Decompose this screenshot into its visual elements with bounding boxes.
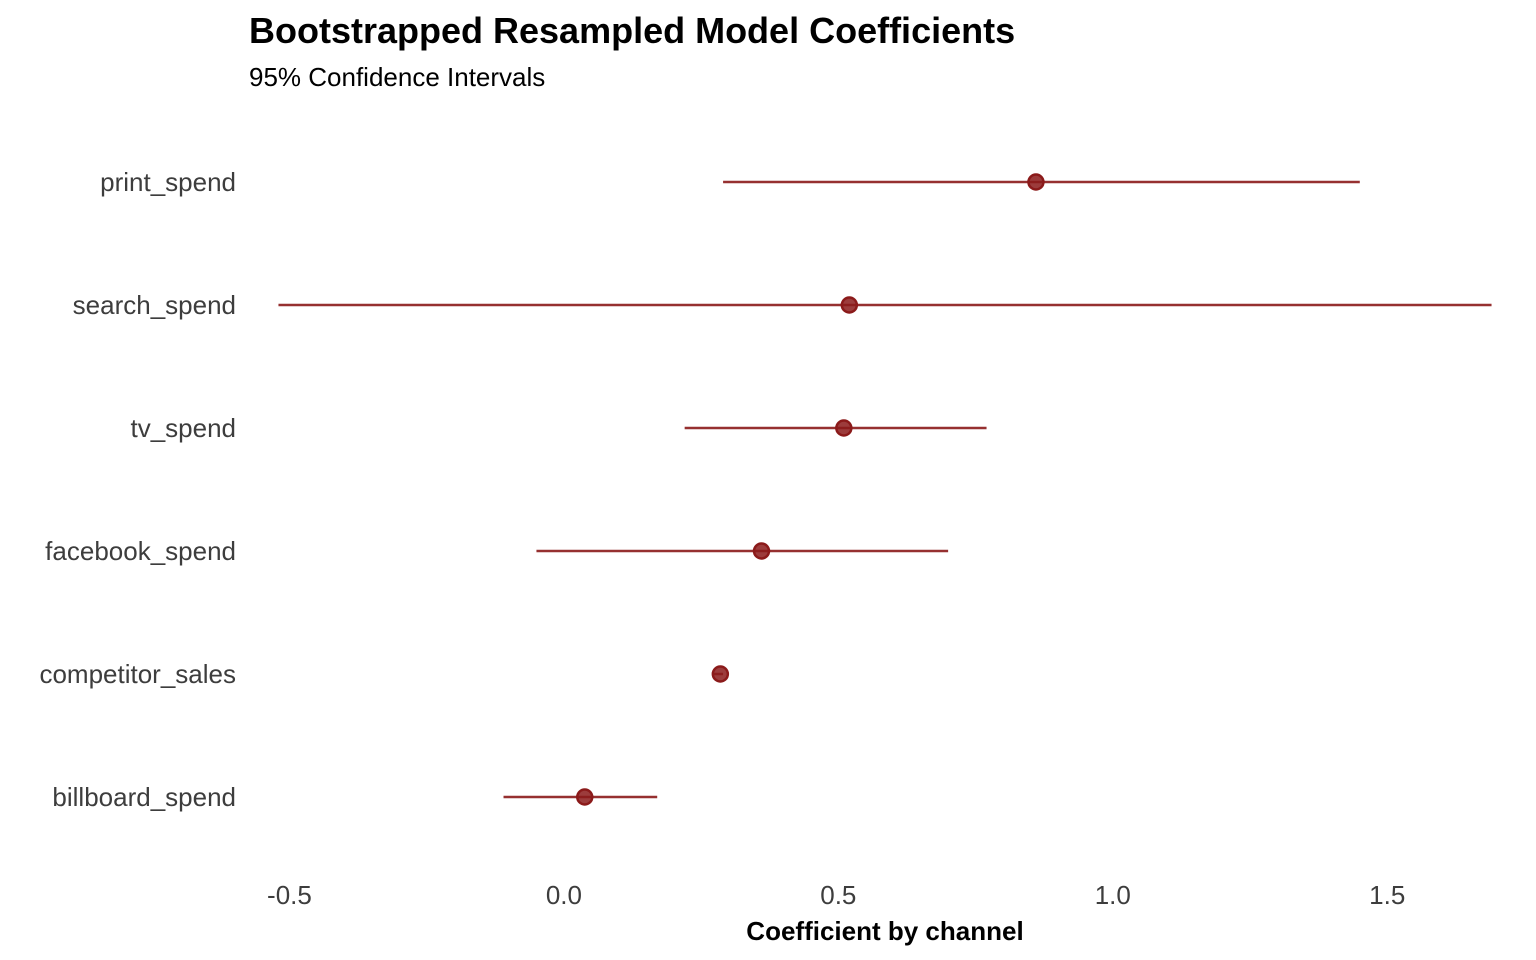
y-tick-label-competitor_sales: competitor_sales bbox=[39, 659, 236, 689]
point-competitor_sales bbox=[711, 665, 730, 683]
point-search_spend bbox=[840, 296, 859, 314]
y-tick-label-facebook_spend: facebook_spend bbox=[45, 536, 236, 566]
x-tick-label: 1.5 bbox=[1369, 880, 1405, 910]
x-tick-label: -0.5 bbox=[267, 880, 312, 910]
confidence-intervals bbox=[278, 180, 1492, 799]
point-billboard_spend bbox=[576, 788, 594, 806]
point-tv_spend bbox=[835, 419, 853, 437]
chart-title: Bootstrapped Resampled Model Coefficient… bbox=[249, 10, 1016, 51]
x-tick-label: 0.5 bbox=[820, 880, 856, 910]
y-axis-labels: print_spend search_spend tv_spend facebook_… bbox=[39, 167, 236, 812]
point-print_spend bbox=[1027, 173, 1045, 191]
point-facebook_spend bbox=[752, 542, 771, 560]
y-tick-label-billboard_spend: billboard_spend bbox=[52, 782, 236, 812]
x-axis-labels: -0.5 0.0 0.5 1.0 1.5 bbox=[267, 880, 1405, 910]
x-tick-label: 1.0 bbox=[1095, 880, 1131, 910]
y-tick-label-tv_spend: tv_spend bbox=[130, 413, 236, 443]
x-axis-title: Coefficient by channel bbox=[746, 916, 1023, 946]
y-tick-label-search_spend: search_spend bbox=[73, 290, 236, 320]
chart-subtitle: 95% Confidence Intervals bbox=[249, 62, 546, 92]
x-tick-label: 0.0 bbox=[546, 880, 582, 910]
coefficient-points bbox=[576, 173, 1045, 806]
y-tick-label-print_spend: print_spend bbox=[100, 167, 236, 197]
